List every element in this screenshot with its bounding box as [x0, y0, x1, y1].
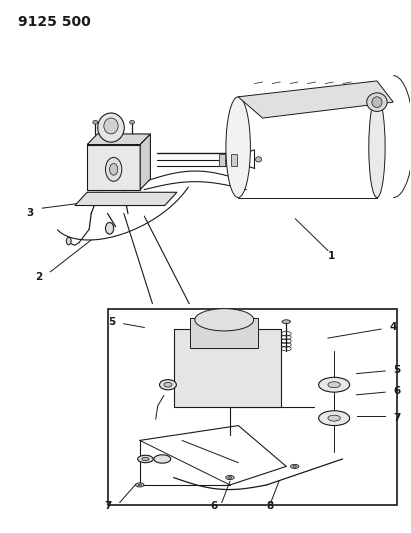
Ellipse shape — [256, 157, 262, 162]
Polygon shape — [87, 134, 150, 144]
Polygon shape — [75, 192, 177, 206]
Text: 5: 5 — [393, 365, 401, 375]
Bar — [173, 329, 281, 407]
Polygon shape — [140, 134, 150, 190]
Ellipse shape — [282, 320, 291, 324]
Text: 6: 6 — [210, 501, 217, 511]
Ellipse shape — [372, 97, 382, 108]
Text: 6: 6 — [393, 386, 401, 396]
Ellipse shape — [98, 113, 124, 142]
Text: 9125 500: 9125 500 — [18, 14, 90, 29]
Ellipse shape — [164, 382, 172, 387]
Ellipse shape — [228, 477, 232, 479]
Bar — [219, 154, 225, 166]
Ellipse shape — [369, 97, 385, 198]
Ellipse shape — [319, 377, 350, 392]
Ellipse shape — [138, 484, 142, 486]
Ellipse shape — [138, 455, 153, 463]
Ellipse shape — [93, 120, 98, 124]
Ellipse shape — [293, 465, 296, 467]
Bar — [190, 318, 258, 348]
Ellipse shape — [328, 415, 340, 421]
Ellipse shape — [226, 97, 250, 198]
Ellipse shape — [106, 157, 122, 181]
Bar — [87, 144, 140, 190]
Ellipse shape — [154, 455, 171, 463]
Text: 7: 7 — [104, 501, 112, 511]
Ellipse shape — [106, 222, 114, 234]
Ellipse shape — [291, 464, 299, 469]
Text: 2: 2 — [35, 272, 42, 282]
Text: 1: 1 — [328, 251, 335, 261]
Text: 5: 5 — [109, 317, 115, 327]
Text: 8: 8 — [267, 501, 274, 511]
Ellipse shape — [226, 475, 234, 480]
Bar — [108, 309, 397, 505]
Ellipse shape — [367, 93, 387, 111]
Ellipse shape — [319, 411, 350, 425]
Ellipse shape — [195, 309, 254, 331]
Ellipse shape — [110, 164, 118, 175]
Ellipse shape — [159, 379, 176, 390]
Text: 3: 3 — [27, 208, 34, 219]
Ellipse shape — [142, 457, 149, 461]
Ellipse shape — [136, 483, 144, 487]
Bar — [231, 154, 237, 166]
Ellipse shape — [129, 120, 134, 124]
Text: 7: 7 — [393, 413, 401, 423]
Ellipse shape — [66, 237, 71, 245]
Ellipse shape — [328, 382, 340, 387]
Ellipse shape — [104, 118, 118, 134]
Polygon shape — [238, 81, 393, 118]
Text: 4: 4 — [389, 322, 397, 333]
